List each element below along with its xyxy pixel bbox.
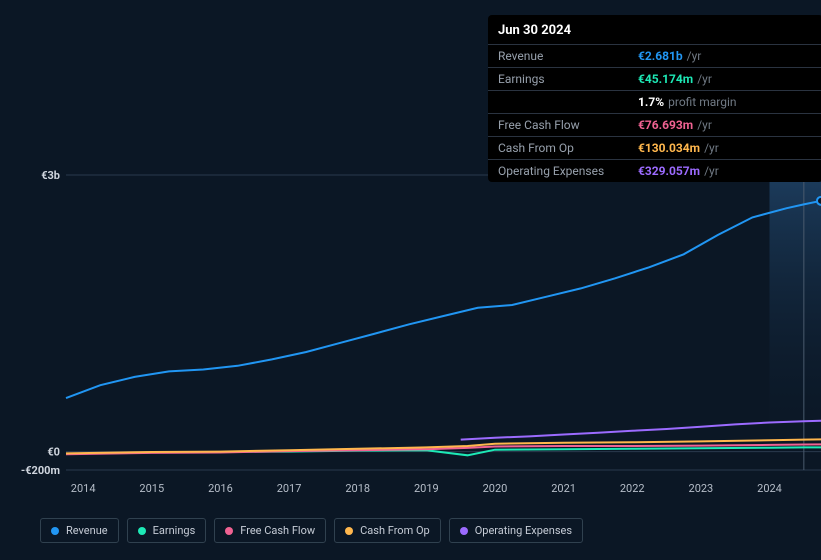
tooltip-label: Cash From Op [498,141,638,155]
x-tick-label: 2023 [689,482,714,495]
legend-dot [460,527,468,535]
chart-legend: Revenue Earnings Free Cash Flow Cash From O… [40,518,583,543]
tooltip-date: Jun 30 2024 [488,15,821,45]
x-tick-label: 2014 [71,482,96,495]
x-tick-label: 2024 [757,482,782,495]
tooltip-value: €76.693m [638,118,693,132]
legend-dot [345,527,353,535]
financial-chart: Jun 30 2024 Revenue€2.681b/yrEarnings€45… [18,0,821,560]
tooltip-label: Free Cash Flow [498,118,638,132]
legend-item-cfo[interactable]: Cash From Op [334,518,441,543]
tooltip-row-fcf: Free Cash Flow€76.693m/yr [488,114,821,137]
x-tick-label: 2018 [345,482,370,495]
x-tick-label: 2017 [277,482,302,495]
tooltip-value: 1.7% [638,95,664,109]
tooltip-row-opex: Operating Expenses€329.057m/yr [488,160,821,182]
tooltip-row-revenue: Revenue€2.681b/yr [488,45,821,68]
x-tick-label: 2019 [414,482,439,495]
legend-item-earnings[interactable]: Earnings [127,518,207,543]
tooltip-label: Earnings [498,72,638,86]
legend-label: Operating Expenses [475,524,572,537]
y-tick-label: €0 [47,446,60,459]
legend-dot [225,527,233,535]
tooltip-value: €130.034m [638,141,700,155]
tooltip-label: Revenue [498,49,638,63]
legend-item-fcf[interactable]: Free Cash Flow [214,518,326,543]
legend-item-revenue[interactable]: Revenue [40,518,119,543]
x-tick-label: 2016 [208,482,233,495]
legend-label: Free Cash Flow [240,524,315,537]
tooltip-unit: /yr [697,118,712,132]
x-tick-label: 2022 [620,482,645,495]
series-opex [461,421,821,440]
tooltip-row-margin: 1.7% profit margin [488,91,821,114]
tooltip-value: €329.057m [638,164,700,178]
legend-label: Revenue [66,524,108,537]
tooltip-unit: /yr [704,141,719,155]
x-tick-label: 2015 [139,482,164,495]
tooltip-value: €45.174m [638,72,693,86]
tooltip-unit: profit margin [668,95,736,109]
tooltip-row-cfo: Cash From Op€130.034m/yr [488,137,821,160]
tooltip-row-earnings: Earnings€45.174m/yr [488,68,821,91]
tooltip-label: Operating Expenses [498,164,638,178]
series-revenue [66,201,821,398]
y-tick-label: €3b [41,169,60,182]
legend-label: Earnings [153,524,196,537]
series-end-marker [817,197,821,205]
x-tick-label: 2021 [551,482,576,495]
tooltip-unit: /yr [697,72,712,86]
x-tick-label: 2020 [483,482,508,495]
tooltip-unit: /yr [687,49,702,63]
legend-item-opex[interactable]: Operating Expenses [449,518,583,543]
hover-tooltip: Jun 30 2024 Revenue€2.681b/yrEarnings€45… [488,15,821,182]
tooltip-unit: /yr [704,164,719,178]
tooltip-value: €2.681b [638,49,683,63]
legend-label: Cash From Op [360,524,430,537]
legend-dot [51,527,59,535]
y-tick-label: -€200m [21,464,60,477]
legend-dot [138,527,146,535]
forecast-band [770,175,821,470]
